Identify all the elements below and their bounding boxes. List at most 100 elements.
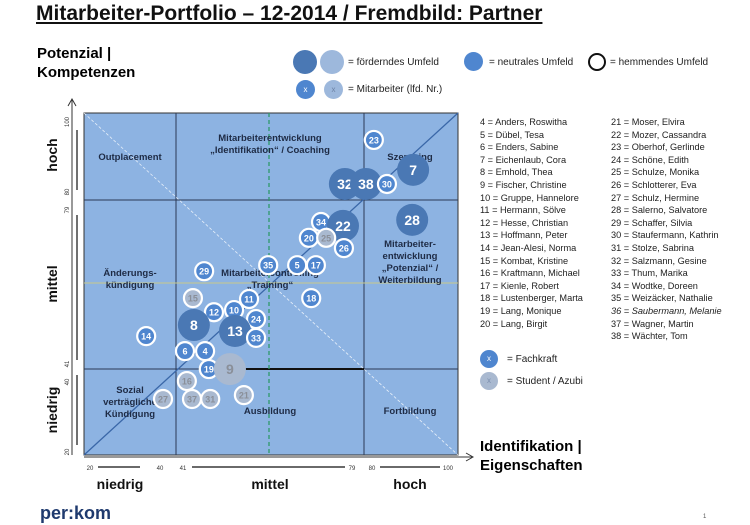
bubble-circle — [177, 309, 210, 342]
y-tick-label: 40 — [65, 378, 71, 385]
y-tick-label: 20 — [65, 448, 71, 455]
employee-bubble-23: 23 — [363, 129, 384, 151]
employee-bubble-25: 25 — [316, 227, 337, 248]
employee-bubble-7: 7 — [397, 153, 430, 186]
bubble-label: 13 — [227, 323, 243, 339]
x-axis-arrow-icon — [465, 452, 475, 462]
employee-name: 17 = Kienle, Robert — [480, 280, 559, 291]
bubble-label: 12 — [209, 308, 219, 318]
legend-fachkraft-swatch: x — [480, 350, 498, 368]
bubble-label: 32 — [337, 176, 353, 192]
bubble-label: 24 — [251, 315, 261, 325]
bubble-circle — [397, 153, 430, 186]
bubble-circle — [152, 388, 174, 410]
employee-name: 36 = Saubermann, Melanie — [611, 305, 722, 316]
bubble-label: 25 — [321, 233, 331, 243]
bubble-circle — [136, 326, 157, 347]
employee-name: 35 = Weizäcker, Nathalie — [611, 293, 713, 304]
employee-name: 31 = Stolze, Sabrina — [611, 242, 694, 253]
field-label: Sozial verträgliche Kündigung — [103, 385, 157, 420]
employee-name: 25 = Schulze, Monika — [611, 167, 700, 178]
employee-name: 12 = Hesse, Christian — [480, 217, 569, 228]
employee-bubble-38: 38 — [349, 167, 382, 200]
employee-bubble-5: 5 — [287, 255, 308, 276]
employee-bubble-21: 21 — [233, 385, 254, 406]
legend-neutral-swatch — [464, 52, 483, 71]
bubble-circle — [203, 302, 225, 323]
legend-mitarbeiter-student-swatch: x — [324, 80, 343, 99]
employee-bubble-37: 37 — [181, 388, 203, 410]
employee-list-col1: 4 = Anders, Roswitha 5 = Dübel, Tesa 6 = E… — [480, 116, 583, 330]
x-tick-label: 40 — [157, 466, 164, 472]
bubble-circle — [333, 237, 355, 259]
y-band-label: hoch — [44, 138, 60, 171]
employee-name: 16 = Kraftmann, Michael — [480, 268, 580, 279]
employee-bubble-6: 6 — [174, 341, 196, 362]
y-tick-label: 41 — [65, 360, 71, 367]
employee-bubble-12: 12 — [203, 302, 225, 323]
employee-bubble-35: 35 — [258, 255, 279, 276]
employee-name: 10 = Gruppe, Hannelore — [480, 192, 579, 203]
bubble-label: 30 — [382, 179, 392, 189]
employee-bubble-26: 26 — [333, 237, 355, 259]
employee-name: 9 = Fischer, Christine — [480, 179, 567, 190]
employee-name: 27 = Schulz, Hermine — [611, 192, 700, 203]
employee-name: 6 = Enders, Sabine — [480, 142, 559, 153]
legend-neutral: = neutrales Umfeld — [489, 57, 574, 68]
employee-name: 13 = Hoffmann, Peter — [480, 230, 568, 241]
field-label: Mitarbeiterentwicklung „Identifikation“ /… — [210, 133, 330, 156]
employee-name: 14 = Jean-Alesi, Norma — [480, 242, 577, 253]
employee-bubble-29: 29 — [194, 261, 215, 282]
x-tick-label: 80 — [369, 466, 376, 472]
employee-bubble-11: 11 — [238, 288, 260, 310]
x-axis-label: Identifikation | Eigenschaften — [480, 438, 583, 474]
bubble-circle — [349, 167, 382, 200]
bubble-circle — [245, 327, 267, 348]
legend-student: = Student / Azubi — [507, 376, 583, 387]
field-label: Outplacement — [98, 152, 162, 163]
diagonal-dashed-line — [83, 112, 459, 456]
page-title: Mitarbeiter-Portfolio – 12-2014 / Fremdb… — [36, 2, 543, 25]
bubble-label: 35 — [263, 261, 273, 271]
legend-foerdernd: = förderndes Umfeld — [348, 57, 439, 68]
y-tick-label: 80 — [65, 188, 71, 195]
employee-bubble-31: 31 — [200, 388, 221, 410]
employee-bubble-14: 14 — [136, 326, 157, 347]
employee-name: 33 = Thum, Marika — [611, 268, 688, 279]
bubble-label: 14 — [141, 332, 151, 342]
employee-list-col2: 21 = Moser, Elvira 22 = Mozer, Cassandra 2… — [611, 116, 722, 343]
bubble-circle — [238, 288, 260, 310]
x-tick-label: 100 — [443, 466, 454, 472]
x-tick-label: 79 — [349, 466, 356, 472]
employee-name: 29 = Schaffer, Silvia — [611, 217, 693, 228]
employee-name: 22 = Mozer, Cassandra — [611, 129, 707, 140]
employee-name: 38 = Wächter, Tom — [611, 331, 688, 342]
y-band-label: niedrig — [44, 387, 60, 434]
bubble-label: 33 — [251, 333, 261, 343]
bubble-circle — [176, 370, 197, 392]
bubble-label: 27 — [158, 394, 168, 404]
employee-bubble-20: 20 — [298, 227, 319, 248]
employee-bubble-9: 9 — [213, 353, 246, 386]
x-band-label: hoch — [393, 476, 426, 492]
employee-name: 24 = Schöne, Edith — [611, 154, 689, 165]
bubble-label: 5 — [295, 261, 300, 271]
bubble-label: 23 — [369, 135, 379, 145]
y-tick-label: 100 — [65, 116, 71, 127]
x-band-label: mittel — [251, 476, 288, 492]
field-label: Ausbildung — [244, 406, 296, 417]
x-tick-label: 20 — [87, 466, 94, 472]
employee-name: 37 = Wagner, Martin — [611, 318, 694, 329]
bubble-label: 9 — [226, 361, 234, 377]
bubble-label: 10 — [229, 306, 239, 316]
bubble-label: 37 — [187, 394, 197, 404]
employee-name: 11 = Hermann, Sölve — [480, 205, 566, 216]
employee-name: 30 = Staufermann, Kathrin — [611, 230, 719, 241]
employee-name: 26 = Schlotterer, Eva — [611, 179, 697, 190]
bubble-circle — [376, 173, 398, 195]
employee-bubble-33: 33 — [245, 327, 267, 348]
employee-name: 15 = Kombat, Kristine — [480, 255, 569, 266]
y-tick-label: 79 — [65, 206, 71, 213]
bubble-circle — [233, 385, 254, 406]
